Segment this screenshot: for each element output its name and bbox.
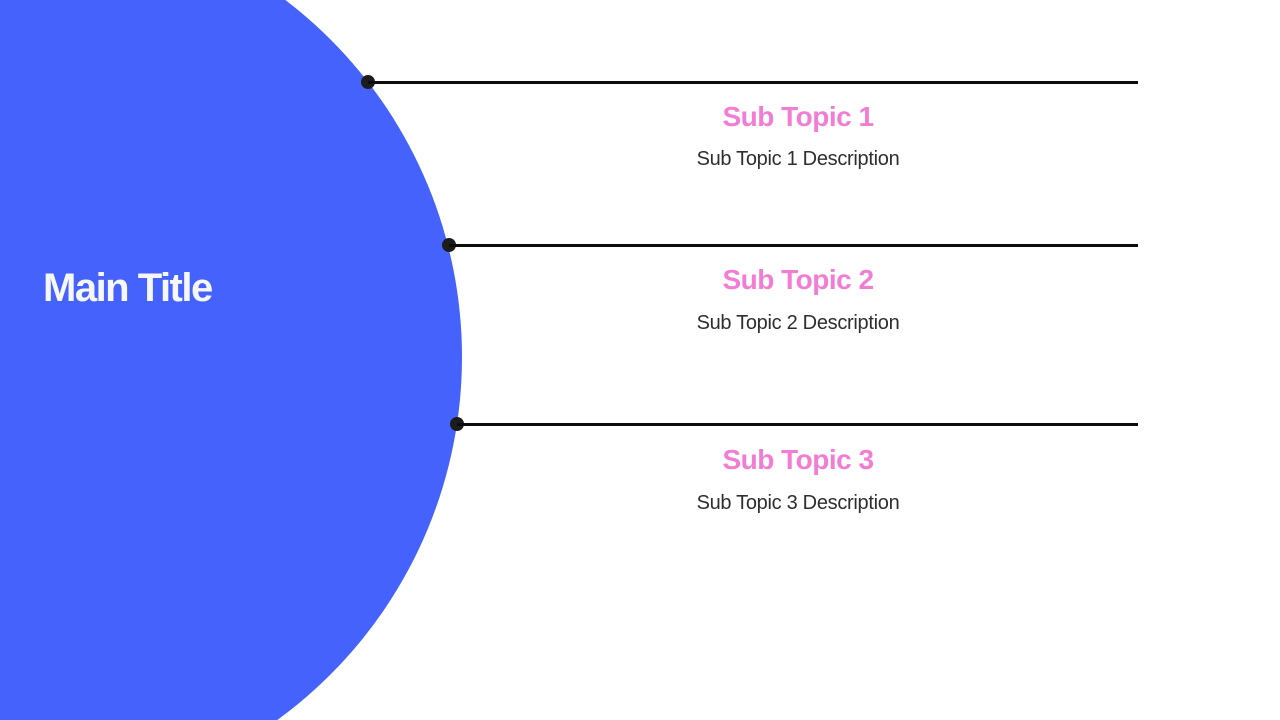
subtopic-description: Sub Topic 1 Description	[696, 148, 900, 170]
subtopic-description: Sub Topic 2 Description	[696, 312, 900, 334]
subtopic-title: Sub Topic 1	[722, 101, 874, 132]
connector-line	[368, 81, 1138, 84]
main-topic-circle	[0, 0, 462, 720]
connector-line	[449, 244, 1138, 247]
subtopic-title: Sub Topic 3	[722, 444, 874, 475]
main-title: Main Title	[43, 266, 213, 310]
connector-line	[457, 423, 1138, 426]
subtopic-title: Sub Topic 2	[722, 264, 874, 295]
subtopic-description: Sub Topic 3 Description	[696, 492, 900, 514]
